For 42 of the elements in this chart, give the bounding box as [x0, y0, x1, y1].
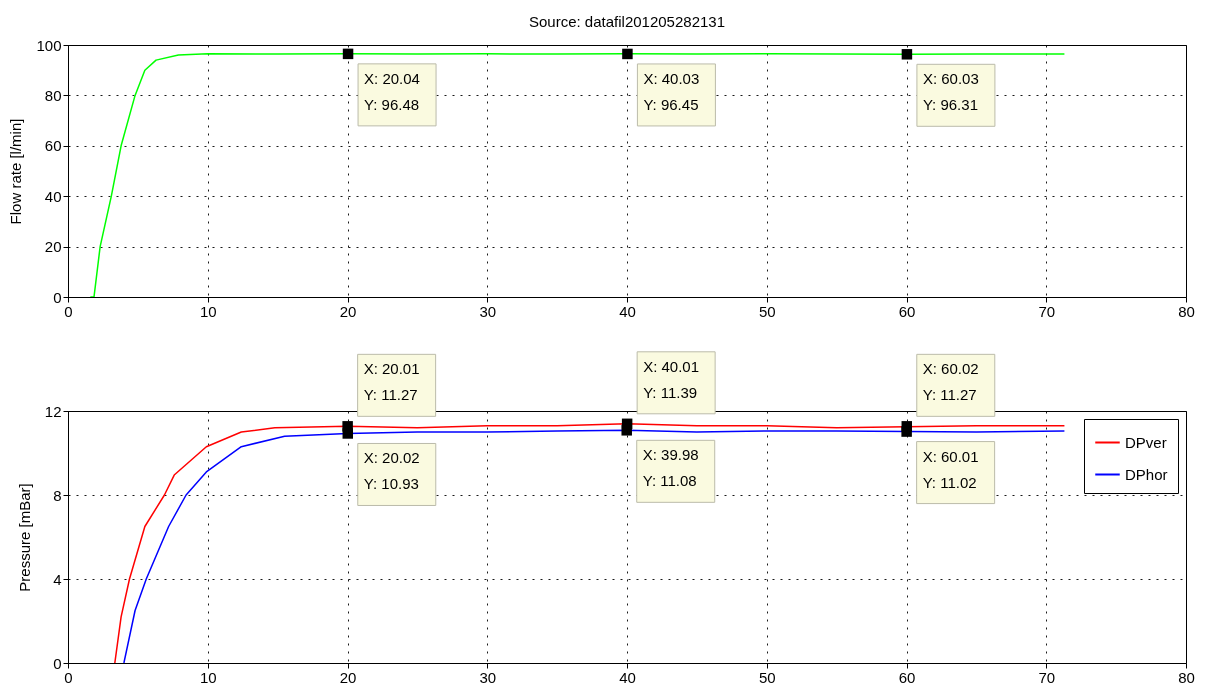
x-tick-label: 50	[758, 302, 776, 320]
legend-label: DPhor	[1125, 465, 1168, 483]
legend-label: DPver	[1125, 433, 1167, 451]
y-axis-title: Pressure [mBar]	[15, 483, 33, 592]
y-tick-label: 80	[44, 86, 62, 104]
annotation: X: 60.01 Y: 11.02	[922, 447, 979, 491]
y-axis-title: Flow rate [l/min]	[7, 118, 25, 225]
x-tick-label: 70	[1038, 302, 1056, 320]
x-tick-label: 70	[1038, 668, 1056, 686]
annotation: X: 40.03 Y: 96.45	[643, 69, 700, 113]
x-tick-label: 0	[64, 302, 73, 320]
x-tick-label: 0	[64, 668, 73, 686]
x-tick-label: 10	[199, 302, 217, 320]
x-tick-label: 30	[479, 302, 497, 320]
annotation: X: 20.01 Y: 11.27	[363, 360, 420, 404]
annotation: X: 60.02 Y: 11.27	[922, 360, 979, 404]
y-tick-label: 0	[53, 654, 62, 672]
y-tick-label: 0	[53, 288, 62, 306]
y-tick-label: 40	[44, 187, 62, 205]
y-tick-label: 4	[53, 570, 62, 588]
x-tick-label: 20	[339, 302, 357, 320]
x-tick-label: 30	[479, 668, 497, 686]
annotation: X: 40.01 Y: 11.39	[643, 357, 700, 401]
x-tick-label: 60	[898, 302, 916, 320]
x-tick-label: 80	[1178, 668, 1195, 686]
x-tick-label: 40	[619, 302, 636, 320]
y-tick-label: 8	[53, 486, 62, 504]
x-tick-label: 80	[1178, 302, 1195, 320]
x-tick-label: 20	[339, 668, 357, 686]
y-tick-label: 12	[44, 402, 62, 420]
x-tick-label: 50	[758, 668, 776, 686]
annotation: X: 20.04 Y: 96.48	[364, 69, 420, 113]
y-tick-label: 20	[44, 238, 62, 256]
x-tick-label: 60	[898, 668, 916, 686]
chart-title: Source: datafil201205282131	[529, 13, 725, 30]
y-tick-label: 60	[44, 137, 62, 155]
annotation: X: 60.03 Y: 96.31	[922, 70, 979, 114]
annotation: X: 20.02 Y: 10.93	[363, 449, 420, 493]
x-tick-label: 40	[619, 668, 636, 686]
y-tick-label: 100	[36, 36, 62, 54]
x-tick-label: 10	[199, 668, 217, 686]
annotation: X: 39.98 Y: 11.08	[642, 446, 699, 490]
